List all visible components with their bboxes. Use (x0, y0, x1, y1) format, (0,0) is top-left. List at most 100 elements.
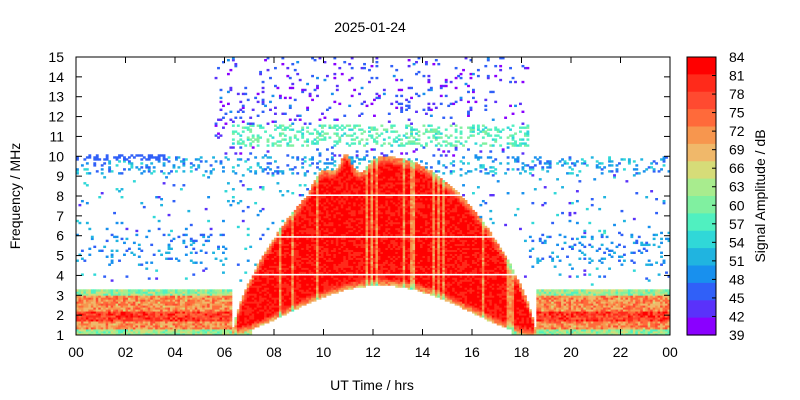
heatmap-cell (360, 251, 364, 254)
heatmap-cell (338, 205, 342, 209)
heatmap-cell (170, 289, 173, 292)
heatmap-cell (105, 156, 109, 159)
heatmap-cell (358, 279, 362, 282)
heatmap-cell (283, 275, 287, 278)
heatmap-cell (313, 257, 317, 260)
heatmap-cell (249, 307, 253, 310)
heatmap-cell (239, 116, 243, 119)
heatmap-cell (157, 299, 161, 302)
heatmap-cell (325, 241, 329, 245)
heatmap-cell (256, 323, 260, 326)
heatmap-cell (325, 289, 329, 292)
heatmap-cell (217, 132, 220, 135)
heatmap-cell (118, 293, 121, 296)
heatmap-cell (259, 277, 263, 280)
heatmap-cell (293, 221, 297, 225)
heatmap-cell (170, 305, 173, 308)
heatmap-cell (100, 289, 104, 292)
heatmap-cell (212, 305, 215, 308)
heatmap-cell (229, 315, 233, 318)
heatmap-cell (296, 293, 300, 296)
heatmap-cell (325, 170, 329, 173)
heatmap-cell (261, 156, 265, 159)
heatmap-cell (293, 279, 297, 282)
heatmap-cell (350, 192, 354, 195)
heatmap-cell (363, 257, 366, 260)
heatmap-cell (345, 168, 349, 171)
heatmap-cell (93, 273, 97, 276)
heatmap-cell (231, 329, 235, 332)
heatmap-cell (249, 327, 253, 330)
heatmap-cell (95, 325, 99, 328)
heatmap-cell (348, 247, 352, 251)
heatmap-cell (318, 178, 322, 181)
heatmap-cell (301, 213, 305, 217)
heatmap-cell (276, 269, 280, 272)
heatmap-cell (261, 110, 265, 113)
heatmap-cell (162, 172, 166, 175)
heatmap-cell (291, 301, 295, 304)
heatmap-cell (323, 237, 327, 241)
heatmap-cell (335, 231, 339, 235)
heatmap-cell (340, 271, 344, 274)
heatmap-cell (353, 253, 357, 256)
heatmap-cell (226, 289, 230, 292)
heatmap-cell (271, 305, 275, 308)
heatmap-cell (254, 295, 258, 298)
heatmap-cell (254, 301, 258, 304)
heatmap-cell (338, 140, 342, 143)
heatmap-cell (80, 325, 84, 328)
heatmap-cell (93, 295, 97, 298)
heatmap-cell (321, 170, 324, 173)
heatmap-cell (298, 227, 302, 231)
heatmap-cell (184, 309, 188, 312)
heatmap-cell (291, 277, 295, 280)
heatmap-cell (259, 263, 263, 266)
heatmap-cell (167, 295, 171, 298)
heatmap-cell (360, 263, 364, 266)
heatmap-cell (202, 307, 206, 310)
heatmap-cell (231, 331, 235, 334)
heatmap-cell (316, 197, 319, 201)
heatmap-cell (150, 305, 154, 308)
heatmap-cell (283, 299, 287, 302)
heatmap-cell (127, 315, 131, 318)
heatmap-cell (311, 209, 314, 213)
heatmap-cell (155, 158, 159, 161)
heatmap-cell (353, 190, 357, 193)
heatmap-cell (335, 188, 339, 191)
heatmap-cell (350, 176, 354, 179)
heatmap-cell (95, 154, 99, 157)
heatmap-cell (301, 128, 305, 131)
heatmap-cell (360, 190, 364, 193)
heatmap-cell (150, 261, 154, 264)
heatmap-cell (140, 172, 144, 175)
heatmap-cell (345, 166, 349, 169)
heatmap-cell (135, 331, 139, 334)
heatmap-cell (249, 281, 253, 284)
heatmap-cell (355, 211, 359, 215)
heatmap-cell (358, 209, 362, 213)
heatmap-cell (105, 255, 109, 258)
heatmap-cell (76, 259, 79, 262)
heatmap-cell (105, 333, 109, 336)
heatmap-cell (120, 305, 124, 308)
heatmap-cell (301, 271, 305, 274)
heatmap-cell (155, 329, 159, 332)
heatmap-cell (231, 327, 235, 330)
heatmap-cell (335, 253, 339, 256)
heatmap-cell (293, 211, 297, 215)
heatmap-cell (254, 263, 258, 266)
heatmap-cell (192, 305, 196, 308)
heatmap-cell (140, 317, 144, 320)
heatmap-cell (313, 205, 317, 209)
heatmap-cell (130, 309, 134, 312)
heatmap-cell (189, 223, 193, 227)
heatmap-cell (199, 261, 203, 264)
heatmap-cell (142, 317, 146, 320)
heatmap-cell (323, 251, 327, 254)
heatmap-cell (281, 281, 285, 284)
heatmap-cell (335, 205, 339, 209)
heatmap-cell (261, 279, 265, 282)
heatmap-cell (313, 128, 317, 131)
